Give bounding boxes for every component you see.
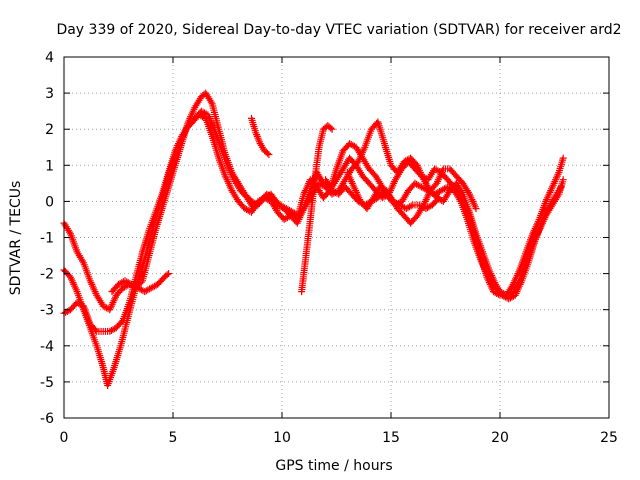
y-tick-label: -1 — [40, 231, 54, 247]
marker-trace-track-5 — [248, 114, 273, 158]
marker-trace-track-6 — [298, 122, 336, 296]
marker-trace-track-8 — [343, 169, 443, 213]
x-tick-label: 15 — [382, 430, 400, 446]
data-series — [60, 89, 567, 389]
x-tick-label: 25 — [600, 430, 618, 446]
y-tick-label: 2 — [45, 122, 54, 138]
y-tick-label: 1 — [45, 158, 54, 174]
series-track-4 — [108, 270, 173, 296]
x-axis-title: GPS time / hours — [275, 458, 392, 474]
series-track-8 — [343, 169, 443, 213]
series-track-6 — [298, 122, 336, 296]
x-tick-label: 10 — [273, 430, 291, 446]
y-tick-label: -3 — [40, 303, 54, 319]
y-tick-label: -5 — [40, 375, 54, 391]
x-tick-label: 0 — [60, 430, 69, 446]
chart-title: Day 339 of 2020, Sidereal Day-to-day VTE… — [56, 22, 621, 38]
x-tick-label: 20 — [491, 430, 509, 446]
marker-trace-track-4 — [108, 270, 173, 296]
y-tick-label: 4 — [45, 50, 54, 66]
y-tick-label: -6 — [40, 411, 54, 427]
y-tick-label: 0 — [45, 194, 54, 210]
axis-ticks: 0 5 10 15 20 25 -6 -5 -4 -3 -2 -1 0 1 2 3 4 — [40, 50, 618, 446]
y-tick-label: -2 — [40, 267, 54, 283]
y-axis-title: SDTVAR / TECUs — [8, 181, 24, 296]
series-track-5 — [248, 114, 273, 158]
y-tick-label: 3 — [45, 86, 54, 102]
y-tick-label: -4 — [40, 339, 54, 355]
x-tick-label: 5 — [169, 430, 178, 446]
